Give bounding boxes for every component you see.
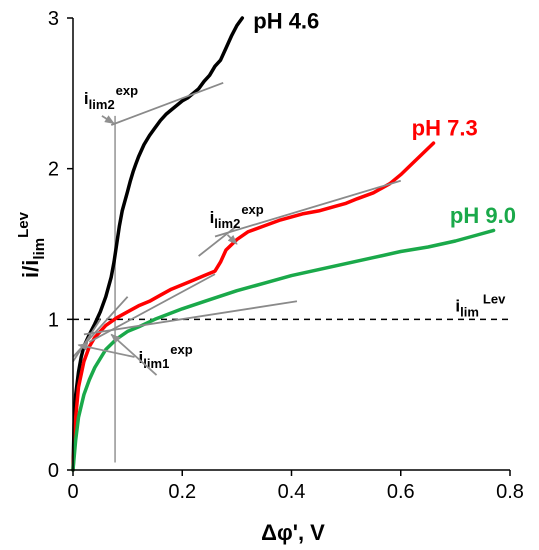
x-axis-title: Δφ', V	[261, 520, 325, 545]
series-label-2: pH 7.3	[412, 116, 478, 141]
annotation-sub: lim2	[89, 97, 115, 112]
series-label-3: pH 9.0	[450, 203, 516, 228]
x-tick-label: 0.4	[278, 481, 306, 503]
tangent-line	[198, 225, 238, 257]
y-tick-label: 0	[48, 460, 59, 482]
annotation-sup: exp	[116, 83, 138, 98]
reference-line-label-sub: lim	[460, 304, 479, 319]
x-tick-label: 0.2	[168, 481, 196, 503]
annotation-label: ilim2exp	[84, 83, 138, 112]
series-line-3	[71, 228, 496, 472]
annotation-label: ilim2exp	[210, 202, 264, 231]
annotation-sup: exp	[241, 202, 263, 217]
y-axis-title-main: i/i	[18, 260, 43, 278]
axes: 0 0.2 0.4 0.6 0.8 0 1 2 3	[48, 8, 524, 503]
tangent-line	[214, 179, 402, 238]
series-line-1	[71, 16, 245, 472]
annotation-sup: exp	[170, 342, 192, 357]
annotation-arrow	[226, 234, 238, 245]
y-tick-label: 2	[48, 159, 59, 181]
annotation-sub: lim1	[143, 356, 169, 371]
plot-area	[71, 16, 510, 472]
tangent-line	[83, 300, 298, 336]
reference-line-label: ilim Lev	[455, 291, 506, 319]
annotation-label: ilim1exp	[139, 342, 193, 371]
y-axis-title-sub: lim	[31, 238, 48, 260]
annotation-arrow	[110, 333, 158, 376]
annotation-main: i	[139, 348, 144, 367]
x-tick-label: 0.8	[496, 481, 524, 503]
annotation-arrow	[101, 115, 115, 125]
annotation-main: i	[210, 208, 215, 227]
tangent-line	[72, 318, 102, 363]
annotation-main: i	[84, 89, 89, 108]
annotation-sub: lim2	[214, 216, 240, 231]
reference-line-label-sup: Lev	[483, 291, 506, 306]
tangent-line	[110, 81, 224, 126]
y-axis-title-sup: Lev	[15, 211, 32, 238]
y-axis-title: i/ilimLev	[15, 211, 48, 278]
y-tick-label: 1	[48, 309, 59, 331]
annotation-arrow	[77, 342, 135, 358]
x-tick-label: 0	[67, 481, 78, 503]
x-tick-label: 0.6	[387, 481, 415, 503]
reference-line-label-main: i	[455, 296, 460, 315]
y-tick-label: 3	[48, 8, 59, 30]
series-label-1: pH 4.6	[253, 9, 319, 34]
